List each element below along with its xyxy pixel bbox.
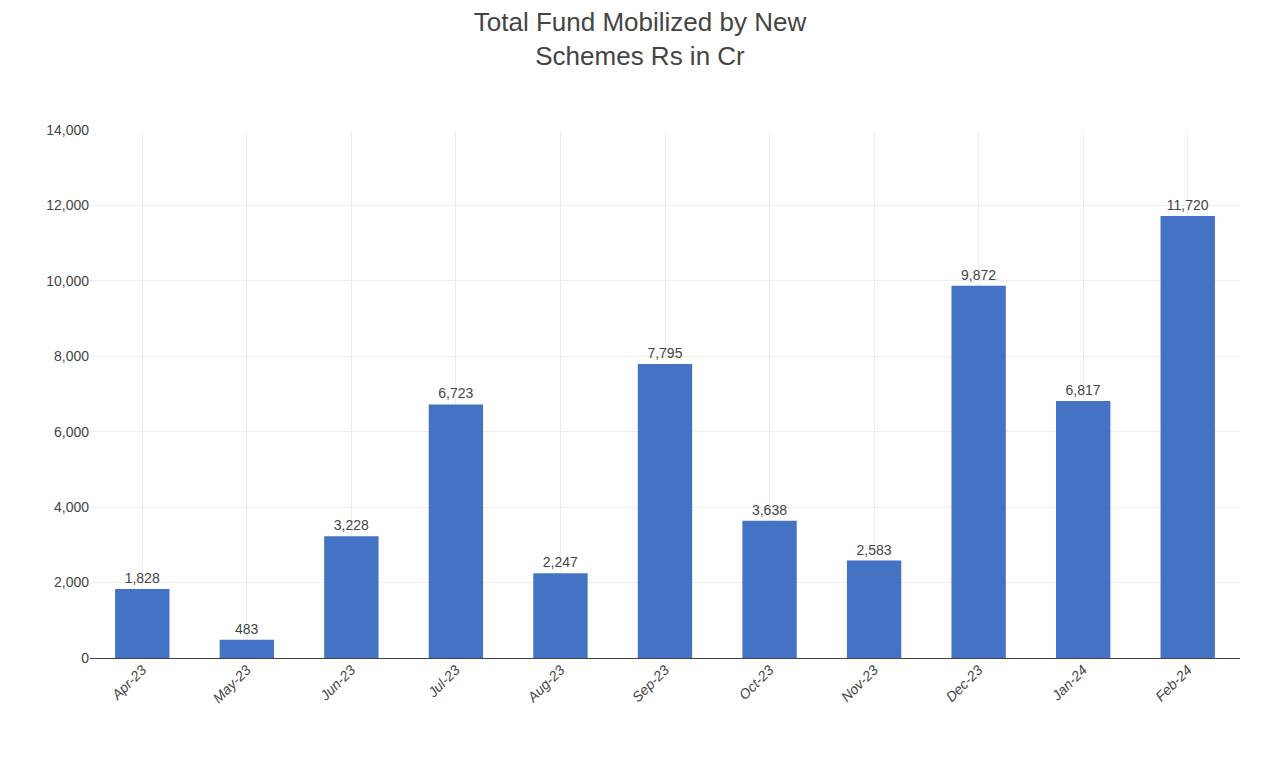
svg-text:1,828: 1,828 [125, 570, 160, 586]
svg-text:0: 0 [81, 650, 89, 666]
svg-text:7,795: 7,795 [647, 345, 682, 361]
svg-text:6,817: 6,817 [1066, 382, 1101, 398]
svg-text:6,723: 6,723 [438, 385, 473, 401]
svg-text:Jan-24: Jan-24 [1048, 662, 1090, 704]
svg-text:May-23: May-23 [210, 662, 254, 706]
svg-text:4,000: 4,000 [54, 499, 89, 515]
svg-text:3,638: 3,638 [752, 502, 787, 518]
svg-text:Total Fund Mobilized by NewSch: Total Fund Mobilized by NewSchemes Rs in… [474, 7, 807, 71]
svg-text:Apr-23: Apr-23 [108, 662, 150, 704]
svg-text:2,583: 2,583 [856, 542, 891, 558]
svg-text:Nov-23: Nov-23 [838, 662, 881, 705]
svg-text:11,720: 11,720 [1167, 197, 1209, 213]
svg-text:8,000: 8,000 [54, 348, 89, 364]
svg-text:14,000: 14,000 [46, 122, 89, 138]
svg-text:483: 483 [235, 621, 259, 637]
svg-text:Oct-23: Oct-23 [736, 662, 777, 703]
svg-text:9,872: 9,872 [961, 267, 996, 283]
svg-text:Feb-24: Feb-24 [1152, 662, 1195, 705]
svg-text:Sep-23: Sep-23 [629, 662, 672, 705]
svg-text:3,228: 3,228 [334, 517, 369, 533]
svg-text:Dec-23: Dec-23 [942, 662, 985, 705]
svg-text:Aug-23: Aug-23 [524, 662, 568, 706]
svg-text:2,000: 2,000 [54, 574, 89, 590]
svg-text:12,000: 12,000 [46, 197, 89, 213]
svg-text:Jul-23: Jul-23 [424, 662, 463, 701]
svg-text:10,000: 10,000 [46, 273, 89, 289]
svg-text:6,000: 6,000 [54, 424, 89, 440]
svg-text:2,247: 2,247 [543, 554, 578, 570]
svg-text:Jun-23: Jun-23 [316, 662, 358, 704]
